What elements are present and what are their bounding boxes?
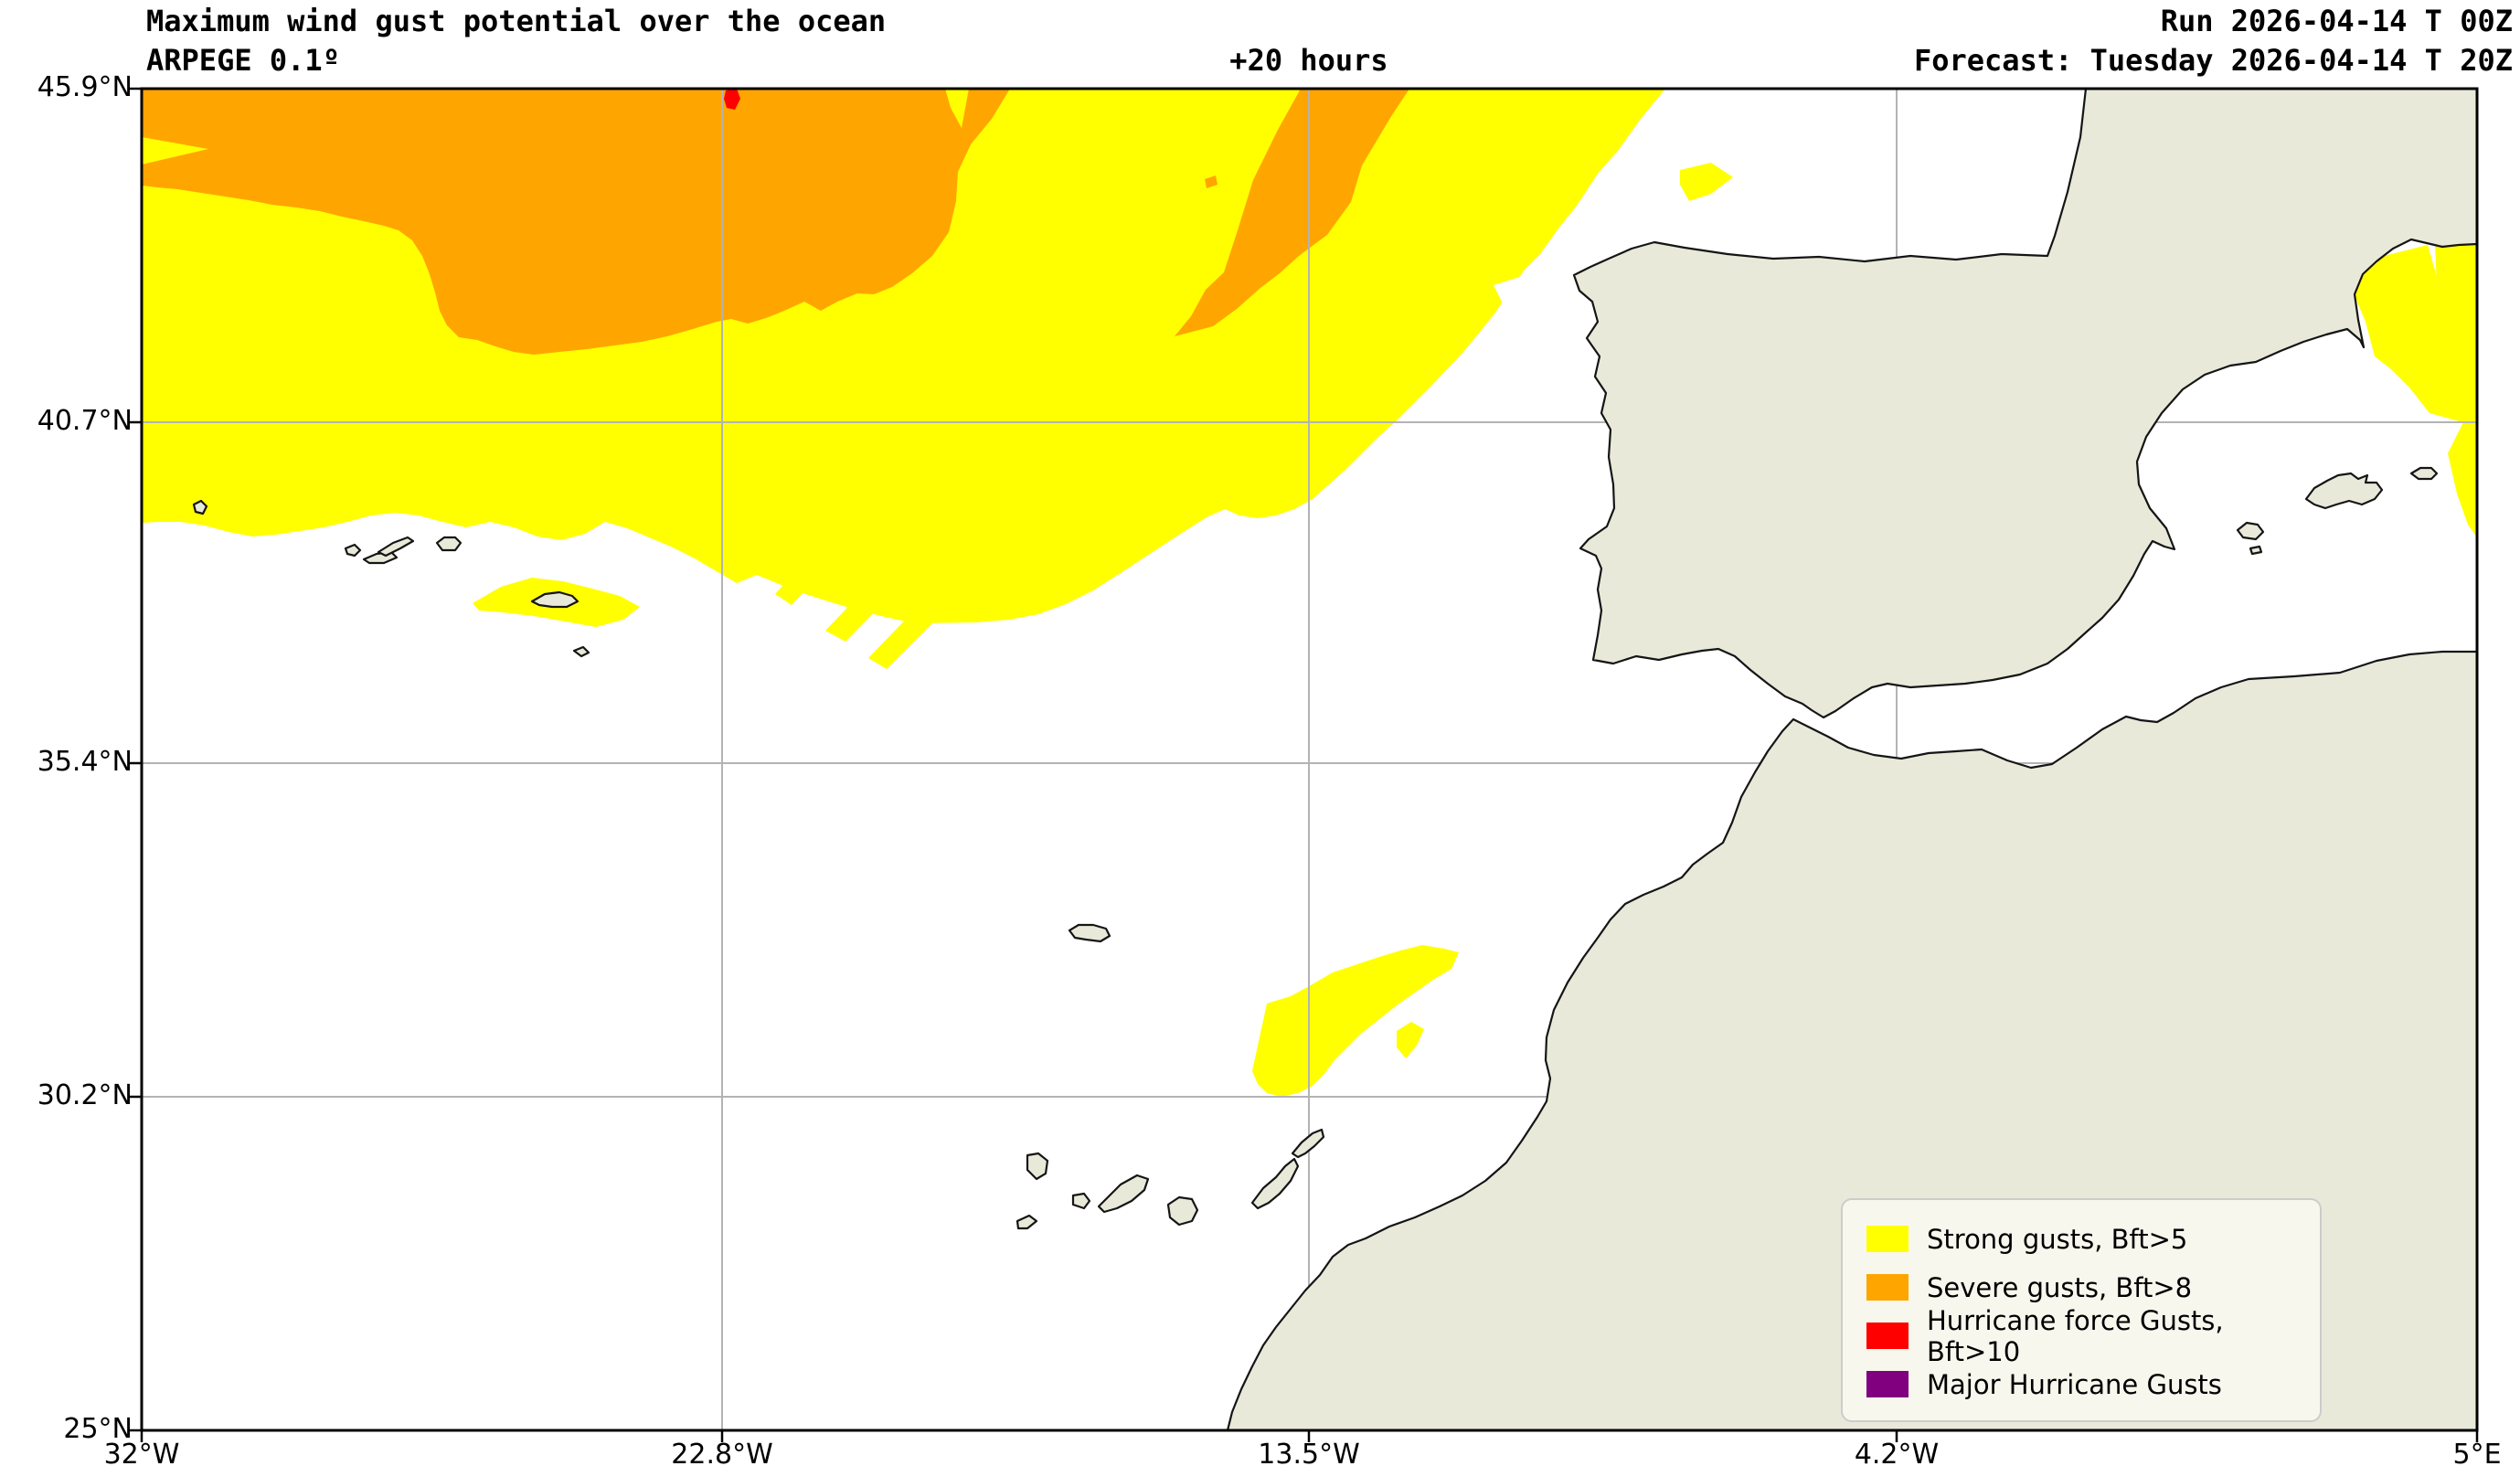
- region-strong-gust-streak-3: [868, 605, 938, 669]
- legend: Strong gusts, Bft>5 Severe gusts, Bft>8 Hu…: [1841, 1198, 2322, 1422]
- legend-item: Severe gusts, Bft>8: [1866, 1263, 2320, 1312]
- y-tick-label: 35.4°N: [37, 746, 133, 778]
- land-faial: [344, 543, 362, 558]
- land-la-palma: [1026, 1152, 1049, 1181]
- forecast-timestamp: Forecast: Tuesday 2026-04-14 T 20Z: [1913, 43, 2513, 78]
- legend-label: Hurricane force Gusts, Bft>10: [1927, 1304, 2224, 1367]
- legend-label: Strong gusts, Bft>5: [1927, 1223, 2188, 1255]
- x-tick-label: 22.8°W: [671, 1439, 773, 1466]
- x-tick-label: 13.5°W: [1258, 1439, 1360, 1466]
- legend-label: Major Hurricane Gusts: [1927, 1368, 2222, 1400]
- land-el-hierro: [1015, 1214, 1038, 1230]
- land-sao-jorge: [377, 536, 415, 558]
- legend-swatch: [1866, 1371, 1909, 1397]
- legend-item: Strong gusts, Bft>5: [1866, 1215, 2320, 1263]
- y-tick-label: 45.9°N: [37, 71, 133, 103]
- legend-swatch: [1866, 1274, 1909, 1301]
- region-severe-gust-diagonal-streak: [1175, 89, 1409, 336]
- legend-label: Severe gusts, Bft>8: [1927, 1271, 2193, 1303]
- x-tick-label: 5°E: [2452, 1439, 2502, 1466]
- legend-swatch: [1866, 1226, 1909, 1252]
- land-ibiza: [2236, 521, 2265, 541]
- region-strong-gust-madeira-patch-small: [1397, 1022, 1424, 1058]
- land-terceira: [435, 536, 463, 552]
- y-tick-label: 30.2°N: [37, 1079, 133, 1111]
- model-label: ARPEGE 0.1º: [146, 43, 340, 78]
- forecast-hours-label: +20 hours: [1229, 43, 1388, 78]
- land-corvo: [192, 499, 208, 515]
- land-tenerife: [1097, 1174, 1150, 1214]
- run-timestamp: Run 2026-04-14 T 00Z: [2160, 4, 2513, 38]
- land-menorca: [2409, 466, 2439, 481]
- region-strong-gust-mediterranean-band-left: [2355, 245, 2473, 422]
- legend-item: Hurricane force Gusts, Bft>10: [1866, 1305, 2320, 1367]
- region-severe-gust-fleck: [1205, 175, 1217, 188]
- region-strong-gust-madeira-patch: [1252, 945, 1459, 1097]
- page-title: Maximum wind gust potential over the oce…: [146, 4, 887, 38]
- region-yellow-notch-in-orange-top: [945, 89, 969, 128]
- land-sao-miguel: [530, 590, 579, 609]
- region-strong-gust-nw-iberia-sliver: [1680, 163, 1733, 201]
- region-hurricane-gust-spot: [724, 89, 740, 110]
- region-white-notch-in-yellow: [1494, 274, 1536, 314]
- land-formentera: [2249, 545, 2263, 556]
- land-lanzarote: [1291, 1128, 1325, 1159]
- legend-item: Major Hurricane Gusts: [1866, 1360, 2320, 1408]
- region-strong-gust-streak-1: [775, 552, 832, 605]
- y-tick-label: 40.7°N: [37, 405, 133, 437]
- legend-swatch: [1866, 1323, 1909, 1349]
- x-tick-label: 32°W: [103, 1439, 180, 1466]
- region-strong-gust-mediterranean-band-right: [2435, 245, 2477, 537]
- region-yellow-notch-in-orange-left: [142, 137, 208, 165]
- land-madeira: [1068, 923, 1111, 943]
- land-fuerteventura: [1250, 1157, 1300, 1210]
- land-gran-canaria: [1166, 1195, 1199, 1227]
- x-tick-label: 4.2°W: [1854, 1439, 1940, 1466]
- y-tick-label: 25°N: [63, 1413, 133, 1445]
- land-la-gomera: [1071, 1192, 1091, 1210]
- region-strong-gust-streak-2: [825, 570, 903, 642]
- land-iberia-and-france: [1572, 89, 2477, 719]
- region-severe-gust-main-blob: [142, 89, 1010, 355]
- land-santa-maria: [572, 645, 590, 658]
- land-mallorca: [2304, 472, 2384, 510]
